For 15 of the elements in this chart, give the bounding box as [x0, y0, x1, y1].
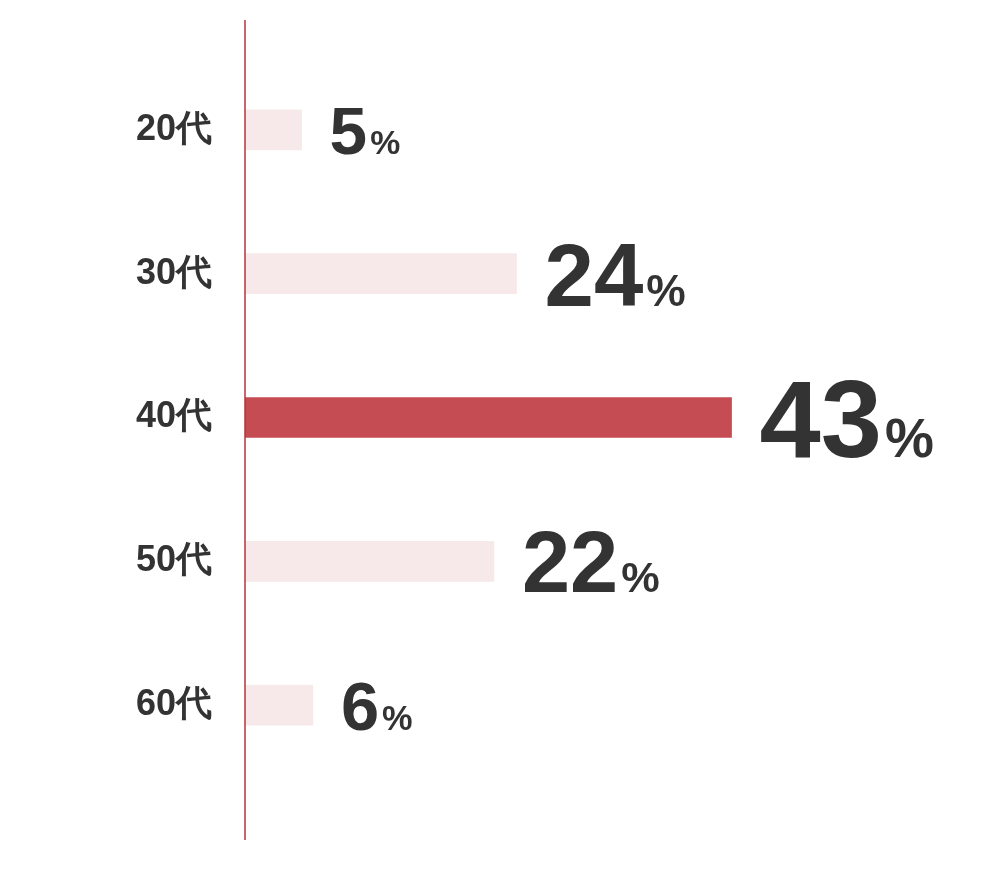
bar: [245, 397, 732, 438]
bar: [245, 109, 302, 151]
data-label: 43%: [759, 357, 934, 481]
y-tick-label: 20代: [135, 106, 212, 148]
bar: [245, 684, 314, 726]
bar: [245, 540, 495, 582]
bar: [245, 253, 517, 295]
data-label: 6%: [340, 667, 413, 745]
y-tick-label: 50代: [135, 538, 212, 580]
data-label: 22%: [521, 514, 660, 611]
y-tick-label: 40代: [135, 394, 212, 436]
data-label: 5%: [329, 93, 401, 169]
y-tick-label: 30代: [135, 250, 212, 292]
data-label: 24%: [544, 225, 686, 325]
y-tick-label: 60代: [135, 682, 212, 724]
